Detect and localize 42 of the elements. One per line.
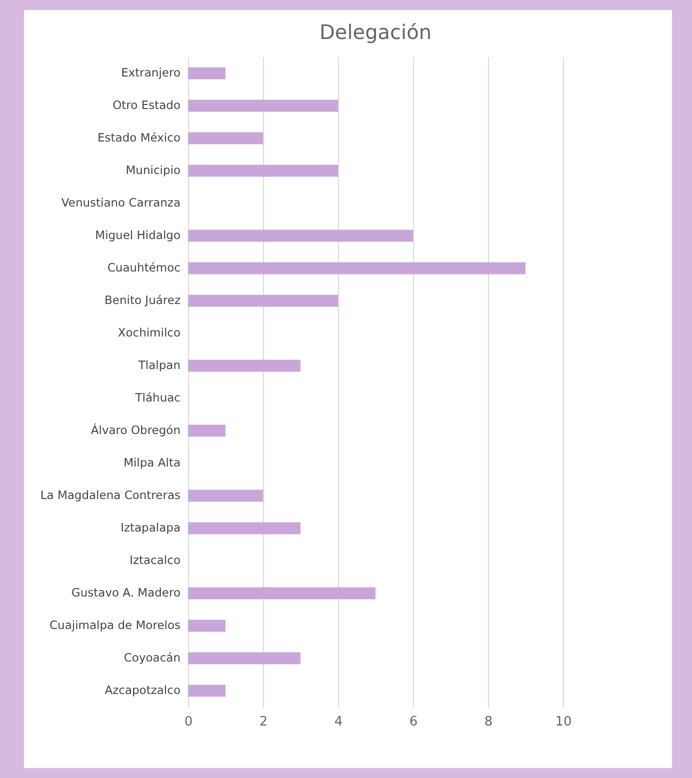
y-tick-label: Venustiano Carranza <box>61 195 180 210</box>
x-tick-label: 2 <box>259 714 268 730</box>
bar <box>188 522 300 534</box>
y-tick-label: Cuajimalpa de Morelos <box>50 618 181 632</box>
y-tick-label: Otro Estado <box>112 98 180 112</box>
y-tick-label: Estado México <box>98 130 180 144</box>
bar <box>188 67 226 80</box>
y-tick-label: Álvaro Obregón <box>90 422 180 437</box>
x-tick-label: 10 <box>555 714 572 730</box>
y-tick-label: Coyoacán <box>124 650 180 664</box>
bar <box>188 230 413 242</box>
y-tick-label: Municipio <box>126 162 180 177</box>
bar <box>188 587 376 600</box>
x-tick-label: 6 <box>409 714 418 730</box>
y-tick-label: Azcapotzalco <box>104 682 180 697</box>
bar <box>188 652 300 664</box>
bar <box>188 294 338 307</box>
y-tick-label: Iztacalco <box>130 552 180 567</box>
y-tick-label: Tláhuac <box>134 390 180 404</box>
y-tick-label: Gustavo A. Madero <box>71 585 180 600</box>
bar <box>188 490 263 502</box>
x-tick-label: 4 <box>334 714 343 730</box>
y-tick-label: Cuauhtémoc <box>107 260 180 274</box>
x-tick-label: 0 <box>184 714 193 730</box>
bar <box>188 424 226 437</box>
y-tick-label: Xochimilco <box>118 325 180 340</box>
y-tick-label: Miguel Hidalgo <box>95 228 180 242</box>
y-tick-label: Iztapalapa <box>120 520 180 534</box>
bar <box>188 262 526 274</box>
y-tick-label: Milpa Alta <box>124 455 180 470</box>
bar <box>188 100 338 112</box>
y-tick-label: Tlalpan <box>137 358 180 372</box>
bar <box>188 360 300 372</box>
chart-title: Delegación <box>320 20 432 44</box>
bar <box>188 620 226 632</box>
bar <box>188 164 338 177</box>
bar <box>188 684 226 697</box>
y-tick-label: Benito Juárez <box>104 292 180 307</box>
y-tick-label: Extranjero <box>121 65 180 80</box>
bar <box>188 132 263 144</box>
y-tick-label: La Magdalena Contreras <box>40 488 181 502</box>
x-tick-label: 8 <box>484 714 493 730</box>
